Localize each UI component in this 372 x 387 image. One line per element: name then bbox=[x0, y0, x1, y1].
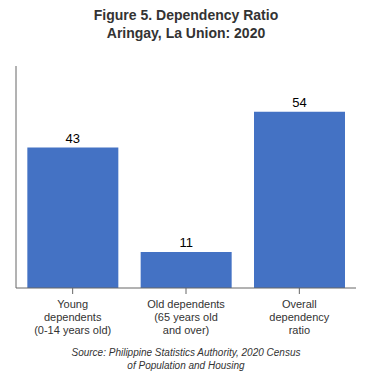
html-text:Source: Philippine Statistics: Source: Philippine Statistics Authority,… bbox=[71, 347, 301, 358]
html-text:of Population and Housing: of Population and Housing bbox=[127, 360, 245, 371]
svg-text:43: 43 bbox=[66, 131, 80, 146]
svg-text:Youngdependents(0-14 years old: Youngdependents(0-14 years old) bbox=[34, 298, 111, 336]
svg-text:54: 54 bbox=[292, 95, 306, 110]
html-text:Aringay, La Union: 2020: Aringay, La Union: 2020 bbox=[106, 25, 266, 41]
svg-text:11: 11 bbox=[179, 235, 193, 250]
html-text:Figure 5. Dependency Ratio: Figure 5. Dependency Ratio bbox=[93, 7, 279, 23]
svg-text:Overalldependencyratio: Overalldependencyratio bbox=[269, 298, 329, 336]
svg-text:Old dependents(65 years oldand: Old dependents(65 years oldand over) bbox=[147, 298, 225, 336]
